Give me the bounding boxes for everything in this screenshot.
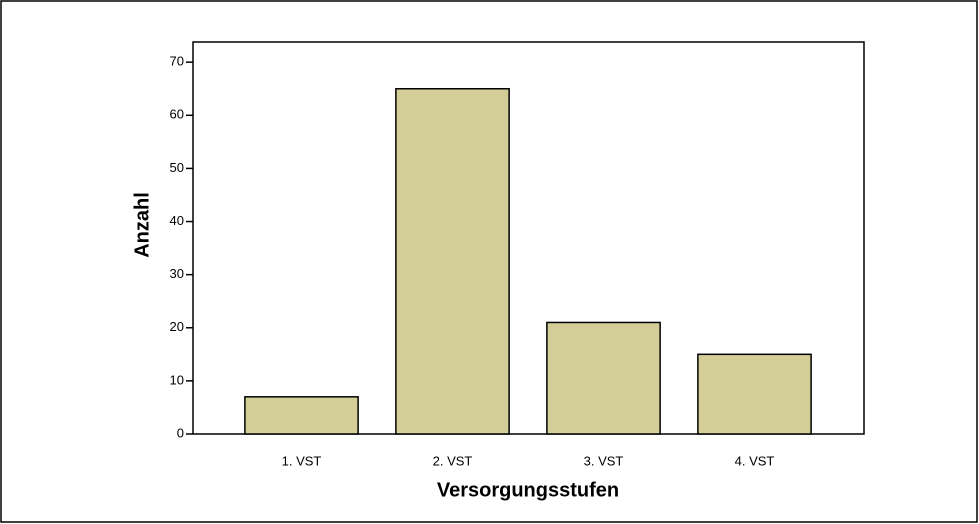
bar — [395, 87, 510, 435]
y-tick-label: 30 — [170, 266, 184, 281]
plot-frame — [192, 41, 865, 435]
x-tick-label: 4. VST — [735, 453, 775, 468]
x-tick-label: 2. VST — [433, 453, 473, 468]
y-axis-title: Anzahl — [131, 192, 153, 258]
y-tick-label: 10 — [170, 372, 184, 387]
x-tick-label: 3. VST — [584, 453, 624, 468]
bar — [244, 396, 359, 435]
y-tick-label: 50 — [170, 160, 184, 175]
y-tick-label: 40 — [170, 213, 184, 228]
y-tick-label: 20 — [170, 319, 184, 334]
bar — [546, 321, 661, 435]
y-tick-label: 60 — [170, 107, 184, 122]
x-tick-label: 1. VST — [282, 453, 322, 468]
x-axis-title: Versorgungsstufen — [437, 479, 619, 501]
bar — [697, 353, 812, 435]
y-tick-label: 0 — [177, 425, 184, 440]
y-tick-label: 70 — [170, 54, 184, 69]
